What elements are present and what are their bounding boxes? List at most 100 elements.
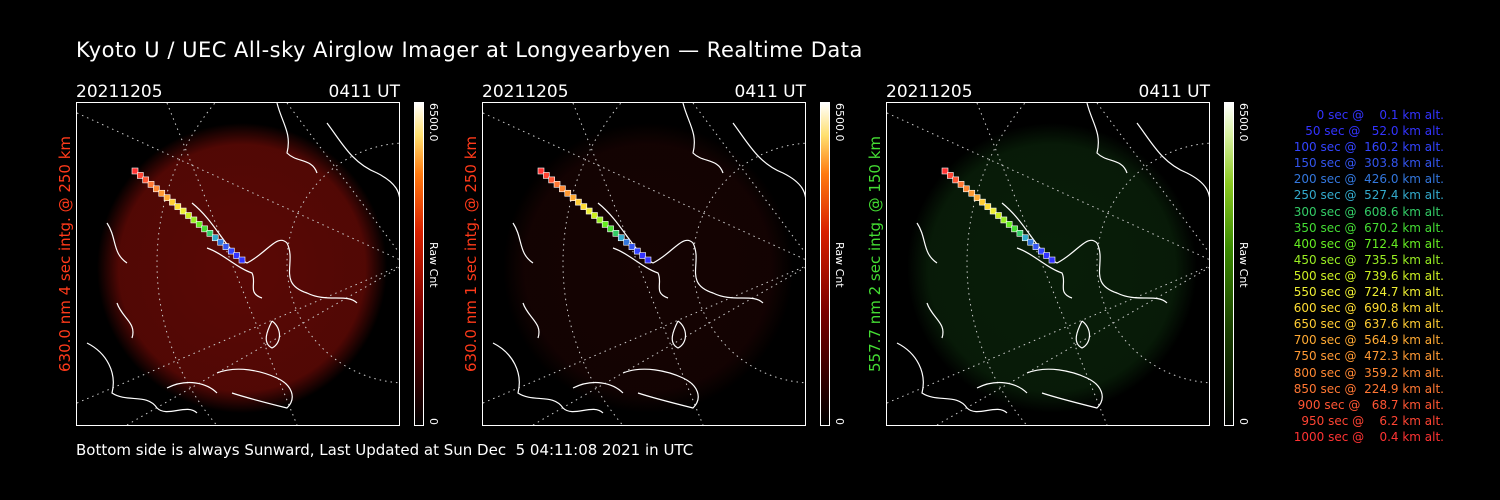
trajectory-point bbox=[634, 247, 641, 255]
trajectory-point bbox=[217, 238, 224, 246]
legend-entry: 900 sec @ 68.7 km alt. bbox=[1293, 397, 1444, 412]
page-title: Kyoto U / UEC All-sky Airglow Imager at … bbox=[76, 38, 863, 62]
trajectory-point bbox=[147, 181, 155, 188]
allsky-image bbox=[886, 102, 1210, 426]
trajectory-point bbox=[174, 203, 182, 210]
trajectory-point bbox=[585, 207, 593, 215]
trajectory-point bbox=[601, 221, 609, 228]
trajectory-point bbox=[963, 185, 970, 193]
trajectory-point bbox=[537, 167, 545, 175]
colorbar-unit: Raw Cnt bbox=[1237, 242, 1250, 288]
colorbar-max: 6500.0 bbox=[1237, 103, 1250, 142]
legend-entry: 550 sec @ 724.7 km alt. bbox=[1289, 285, 1444, 300]
legend-entry: 650 sec @ 637.6 km alt. bbox=[1289, 317, 1444, 332]
trajectory-point bbox=[169, 198, 176, 206]
trajectory-point bbox=[559, 185, 566, 193]
rocket-trajectory bbox=[537, 167, 652, 264]
trajectory-point bbox=[947, 172, 954, 179]
trajectory-point bbox=[238, 256, 246, 264]
trajectory-point bbox=[957, 181, 965, 188]
legend-entry: 200 sec @ 426.0 km alt. bbox=[1289, 172, 1444, 187]
trajectory-point bbox=[995, 212, 1002, 219]
trajectory-point bbox=[185, 212, 192, 219]
trajectory-point bbox=[628, 243, 636, 250]
legend-entry: 50 sec @ 52.0 km alt. bbox=[1297, 124, 1444, 139]
legend-entry: 300 sec @ 608.6 km alt. bbox=[1289, 204, 1444, 219]
trajectory-point bbox=[131, 167, 139, 175]
panel-time: 0411 UT bbox=[1138, 82, 1211, 102]
legend-entry: 700 sec @ 564.9 km alt. bbox=[1289, 333, 1444, 348]
legend-entry: 950 sec @ 6.2 km alt. bbox=[1297, 413, 1444, 428]
trajectory-point bbox=[222, 243, 230, 250]
legend-entry: 850 sec @ 224.9 km alt. bbox=[1289, 381, 1444, 396]
trajectory-point bbox=[607, 225, 614, 233]
trajectory-point bbox=[1005, 221, 1013, 228]
panel-date: 20211205 bbox=[76, 82, 163, 102]
legend-entry: 1000 sec @ 0.4 km alt. bbox=[1293, 429, 1444, 444]
legend-entry: 800 sec @ 359.2 km alt. bbox=[1289, 365, 1444, 380]
trajectory-point bbox=[644, 256, 652, 264]
lat-lon-grid bbox=[77, 103, 399, 425]
legend-entry: 0 sec @ 0.1 km alt. bbox=[1305, 108, 1444, 122]
rocket-trajectory bbox=[131, 167, 246, 264]
trajectory-point bbox=[1027, 238, 1034, 246]
trajectory-point bbox=[952, 176, 959, 184]
trajectory-point bbox=[543, 172, 550, 179]
trajectory-point bbox=[639, 252, 646, 259]
trajectory-point bbox=[233, 252, 240, 259]
legend-entry: 400 sec @ 712.4 km alt. bbox=[1289, 236, 1444, 251]
trajectory-point bbox=[1043, 252, 1050, 259]
trajectory-point bbox=[569, 194, 577, 201]
legend-entry: 100 sec @ 160.2 km alt. bbox=[1289, 140, 1444, 155]
colorbar-max: 6500.0 bbox=[833, 103, 846, 142]
lat-lon-grid bbox=[887, 103, 1209, 425]
legend-entry: 750 sec @ 472.3 km alt. bbox=[1289, 349, 1444, 364]
colorbar bbox=[1224, 102, 1234, 426]
trajectory-point bbox=[142, 176, 149, 184]
trajectory-point bbox=[228, 247, 235, 255]
legend-entry: 600 sec @ 690.8 km alt. bbox=[1289, 301, 1444, 316]
trajectory-point bbox=[1021, 234, 1029, 242]
panel-date: 20211205 bbox=[886, 82, 973, 102]
trajectory-point bbox=[984, 203, 992, 210]
trajectory-point bbox=[564, 189, 572, 197]
trajectory-legend: 0 sec @ 0.1 km alt. 50 sec @ 52.0 km alt… bbox=[1254, 107, 1444, 445]
colorbar-min: 0 bbox=[833, 418, 846, 425]
colorbar-min: 0 bbox=[1237, 418, 1250, 425]
trajectory-point bbox=[1011, 225, 1018, 233]
lat-lon-grid bbox=[483, 103, 805, 425]
colorbar-max: 6500.0 bbox=[427, 103, 440, 142]
legend-entry: 350 sec @ 670.2 km alt. bbox=[1289, 220, 1444, 235]
allsky-image bbox=[482, 102, 806, 426]
trajectory-point bbox=[201, 225, 208, 233]
trajectory-point bbox=[1048, 256, 1056, 264]
trajectory-point bbox=[1038, 247, 1045, 255]
colorbar-unit: Raw Cnt bbox=[833, 242, 846, 288]
allsky-image bbox=[76, 102, 400, 426]
rocket-trajectory bbox=[941, 167, 1056, 264]
trajectory-point bbox=[612, 230, 620, 237]
trajectory-point bbox=[623, 238, 630, 246]
trajectory-point bbox=[190, 216, 198, 224]
trajectory-point bbox=[553, 181, 561, 188]
trajectory-point bbox=[1016, 230, 1024, 237]
trajectory-point bbox=[158, 189, 166, 197]
trajectory-point bbox=[989, 207, 997, 215]
footer-status: Bottom side is always Sunward, Last Upda… bbox=[76, 441, 694, 459]
colorbar bbox=[820, 102, 830, 426]
trajectory-point bbox=[137, 172, 144, 179]
legend-entry: 500 sec @ 739.6 km alt. bbox=[1289, 268, 1444, 283]
trajectory-point bbox=[179, 207, 187, 215]
legend-entry: 450 sec @ 735.5 km alt. bbox=[1289, 252, 1444, 267]
colorbar bbox=[414, 102, 424, 426]
colorbar-unit: Raw Cnt bbox=[427, 242, 440, 288]
trajectory-point bbox=[979, 198, 986, 206]
coastline bbox=[896, 103, 1209, 414]
trajectory-point bbox=[617, 234, 625, 242]
trajectory-point bbox=[575, 198, 582, 206]
trajectory-point bbox=[973, 194, 981, 201]
trajectory-point bbox=[580, 203, 588, 210]
trajectory-point bbox=[1000, 216, 1008, 224]
wavelength-label: 557.7 nm 2 sec intg. @ 150 km bbox=[866, 135, 884, 372]
trajectory-point bbox=[206, 230, 214, 237]
